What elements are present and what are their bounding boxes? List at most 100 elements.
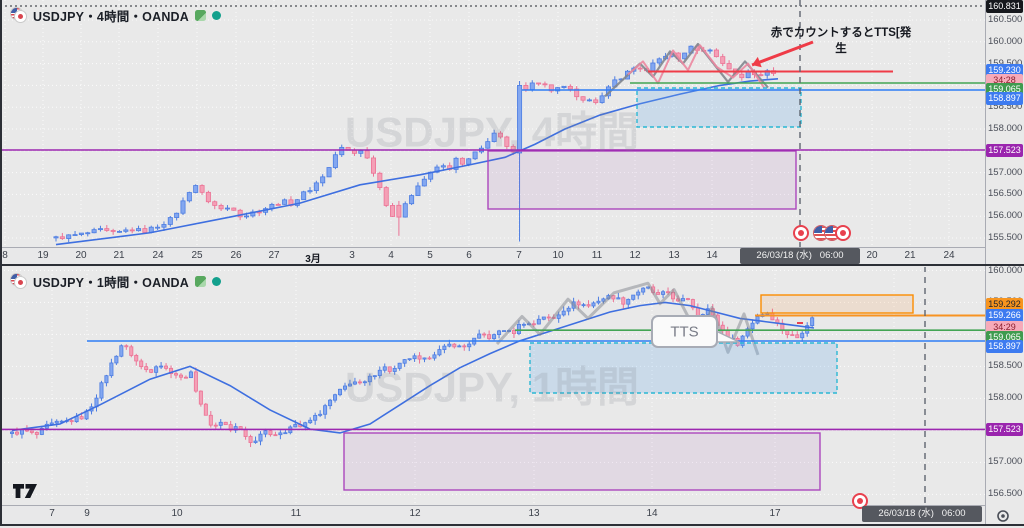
candle — [576, 301, 581, 306]
zigzag-line[interactable] — [495, 281, 760, 356]
economic-event-icon[interactable] — [852, 493, 868, 509]
jp-flag-icon — [14, 276, 27, 289]
candle — [631, 294, 636, 300]
candle — [29, 430, 34, 433]
frame-border-bottom — [0, 524, 1024, 526]
currency-pair-flag-icon — [10, 273, 27, 289]
price-axis-separator[interactable] — [985, 0, 986, 526]
price-tick: 160.000 — [988, 265, 1023, 276]
candle — [656, 292, 661, 295]
flag-canton — [825, 226, 833, 233]
panel-divider[interactable] — [0, 264, 1024, 266]
candle — [104, 228, 110, 231]
drawing-rectangle[interactable] — [636, 87, 802, 128]
candle — [581, 304, 586, 307]
candle — [502, 330, 507, 333]
candle — [203, 403, 208, 416]
candlestick-chart-1h[interactable]: TTS — [0, 266, 985, 505]
chart-annotation-text[interactable]: 赤でカウントするとTTS[発生 — [770, 27, 912, 55]
candle — [390, 205, 396, 217]
candle — [313, 182, 319, 192]
candle — [129, 346, 134, 356]
candle — [59, 236, 65, 239]
candle — [278, 432, 283, 436]
economic-event-icon[interactable] — [835, 225, 851, 241]
symbol-title[interactable]: USDJPY・4時間・OANDA — [33, 9, 190, 24]
candle — [596, 300, 601, 304]
time-axis-label: 17 — [769, 508, 781, 519]
candle — [110, 230, 116, 232]
candle — [561, 310, 566, 316]
symbol-title[interactable]: USDJPY・1時間・OANDA — [33, 275, 190, 290]
candle — [745, 71, 751, 79]
candle — [159, 365, 164, 368]
time-axis-4h[interactable] — [0, 247, 985, 267]
candle — [511, 330, 516, 335]
candle — [758, 74, 764, 77]
arrow-drawing[interactable] — [751, 40, 814, 67]
candle — [611, 295, 616, 300]
candle — [199, 185, 205, 193]
candle — [39, 427, 44, 435]
candle — [332, 154, 338, 168]
price-tick: 158.000 — [988, 392, 1023, 404]
callout-box[interactable] — [651, 315, 718, 348]
price-badge: 157.523 — [986, 422, 1023, 436]
candle — [447, 343, 452, 347]
time-axis-label: 20 — [866, 250, 878, 261]
datetime-badge: 26/03/18 (水) 06:00 — [862, 506, 982, 522]
candle — [536, 318, 541, 325]
candle — [546, 316, 551, 319]
candlestick-chart-4h[interactable] — [0, 0, 985, 247]
candle — [497, 132, 503, 138]
economic-event-icon[interactable] — [793, 225, 809, 241]
drawing-rectangle[interactable] — [343, 432, 821, 491]
candle — [487, 334, 492, 340]
candle — [370, 157, 376, 174]
candle — [593, 99, 599, 103]
candle — [566, 307, 571, 312]
candle — [726, 63, 732, 70]
candle — [123, 229, 129, 232]
candle — [253, 440, 258, 443]
candle — [800, 332, 805, 339]
candle — [523, 85, 529, 90]
drawing-rectangle[interactable] — [487, 150, 797, 210]
candle — [34, 432, 39, 435]
candle — [19, 429, 24, 435]
time-axis-label: 10 — [552, 250, 564, 261]
candle — [421, 178, 427, 187]
drawing-rectangle[interactable] — [760, 294, 914, 314]
candle — [78, 232, 84, 235]
time-axis-label: 3 — [349, 250, 355, 261]
time-axis-1h[interactable] — [0, 505, 985, 525]
candle — [129, 229, 135, 232]
gear-icon[interactable] — [996, 509, 1010, 528]
candle — [326, 167, 332, 178]
time-axis-label: 19 — [37, 250, 49, 261]
candle — [358, 150, 364, 154]
candle — [713, 49, 719, 58]
price-tick: 156.000 — [988, 210, 1023, 222]
candle — [339, 146, 345, 156]
candle — [180, 200, 186, 214]
candle — [99, 382, 104, 399]
time-axis-label: 14 — [706, 250, 718, 261]
market-status-icon — [195, 9, 207, 21]
time-axis-label: 21 — [113, 250, 125, 261]
price-tick: 156.500 — [988, 188, 1023, 200]
candle — [531, 323, 536, 326]
candle — [124, 345, 129, 348]
candle — [352, 381, 357, 385]
candle — [161, 224, 167, 228]
candle — [188, 371, 193, 379]
symbol-header-4h[interactable]: USDJPY・4時間・OANDA — [10, 6, 222, 24]
candle — [407, 358, 412, 361]
price-badge: 158.897 — [986, 339, 1023, 353]
symbol-header-1h[interactable]: USDJPY・1時間・OANDA — [10, 272, 222, 290]
tradingview-logo[interactable] — [12, 482, 38, 505]
currency-pair-flag-icon — [10, 7, 27, 23]
flag-canton — [814, 226, 822, 233]
drawing-rectangle[interactable] — [529, 342, 838, 394]
candle — [452, 343, 457, 348]
